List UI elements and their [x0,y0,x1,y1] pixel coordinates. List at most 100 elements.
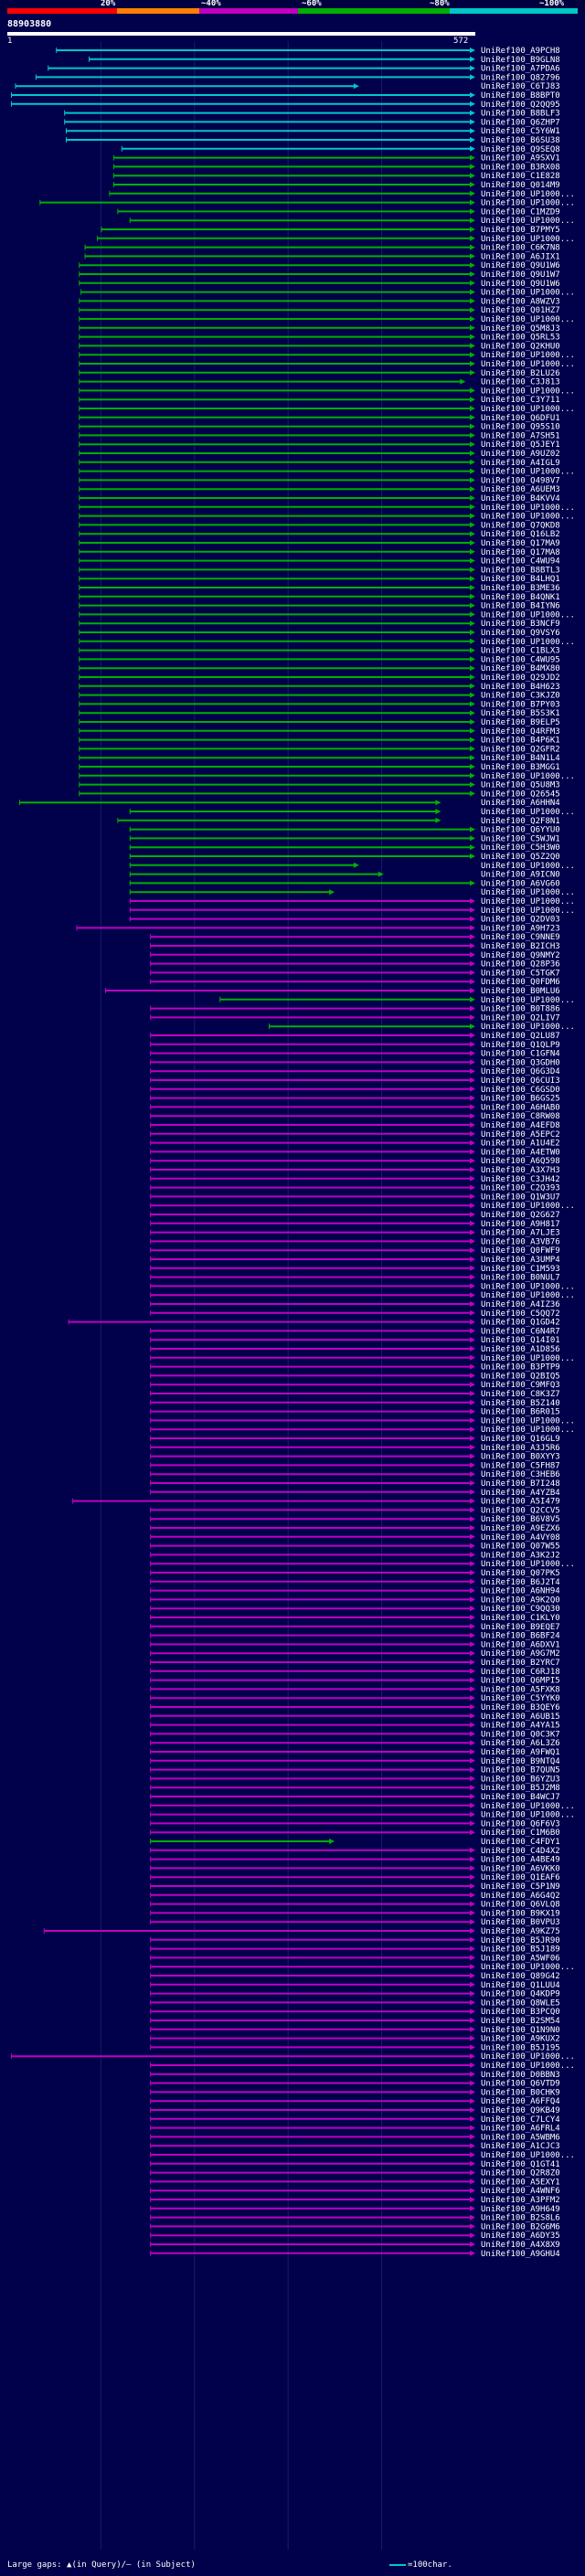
hit-label[interactable]: UniRef100_C3JH42 [481,1175,560,1184]
hit-label[interactable]: UniRef100_B4QNK1 [481,593,560,602]
hit-label[interactable]: UniRef100_A4BE49 [481,1856,560,1865]
hit-label[interactable]: UniRef100_A9H723 [481,924,560,933]
hit-row[interactable]: UniRef100_Q9U1W6 [79,280,560,289]
hit-row[interactable]: UniRef100_B4N1L4 [79,754,560,763]
hit-row[interactable]: UniRef100_B4QNK1 [79,593,560,602]
hit-row[interactable]: UniRef100_UP1000... [150,1963,575,1972]
hit-label[interactable]: UniRef100_B9EQE7 [481,1623,560,1632]
hit-row[interactable]: UniRef100_B5S3K1 [79,709,560,718]
hit-row[interactable]: UniRef100_Q2BIQ5 [150,1372,560,1381]
hit-row[interactable]: UniRef100_B0T886 [150,1005,560,1014]
hit-label[interactable]: UniRef100_A9H649 [481,2205,560,2214]
hit-label[interactable]: UniRef100_UP1000... [481,862,575,871]
hit-row[interactable]: UniRef100_C5YYK0 [150,1694,560,1703]
hit-label[interactable]: UniRef100_Q1EAF6 [481,1873,560,1882]
hit-row[interactable]: UniRef100_UP1000... [129,862,575,871]
hit-label[interactable]: UniRef100_B2G6M6 [481,2222,560,2231]
hit-label[interactable]: UniRef100_A4X8X9 [481,2241,560,2250]
hit-label[interactable]: UniRef100_UP1000... [481,405,575,414]
hit-label[interactable]: UniRef100_C1KLY0 [481,1614,560,1623]
hit-row[interactable]: UniRef100_A7LJE3 [150,1229,560,1238]
hit-row[interactable]: UniRef100_B6R015 [150,1408,560,1417]
hit-label[interactable]: UniRef100_A6L3Z6 [481,1739,560,1748]
hit-label[interactable]: UniRef100_Q7QKD8 [481,521,560,530]
hit-label[interactable]: UniRef100_B7PY03 [481,700,560,709]
hit-row[interactable]: UniRef100_C6GSD0 [150,1086,560,1095]
hit-row[interactable]: UniRef100_A4IZ36 [150,1300,560,1309]
hit-label[interactable]: UniRef100_Q6CUI3 [481,1076,560,1086]
hit-row[interactable]: UniRef100_C5QQ72 [150,1309,560,1319]
hit-label[interactable]: UniRef100_A4YA15 [481,1722,560,1731]
hit-label[interactable]: UniRef100_UP1000... [481,1416,575,1426]
hit-row[interactable]: UniRef100_A6FFQ4 [150,2097,560,2106]
hit-label[interactable]: UniRef100_B0NUL7 [481,1274,560,1283]
hit-label[interactable]: UniRef100_B0MLU6 [481,987,560,996]
hit-label[interactable]: UniRef100_Q16GL9 [481,1435,560,1444]
hit-row[interactable]: UniRef100_Q16GL9 [150,1435,560,1444]
hit-label[interactable]: UniRef100_B7I248 [481,1479,560,1489]
hit-label[interactable]: UniRef100_A3PFM2 [481,2196,560,2205]
hit-row[interactable]: UniRef100_Q5Z2Q0 [129,853,560,862]
hit-label[interactable]: UniRef100_B4IYN6 [481,602,560,611]
hit-row[interactable]: UniRef100_C3J813 [79,378,560,387]
hit-row[interactable]: UniRef100_Q89G42 [150,1972,560,1981]
hit-row[interactable]: UniRef100_B4WCJ7 [150,1793,560,1802]
hit-label[interactable]: UniRef100_Q29JD2 [481,673,560,683]
hit-label[interactable]: UniRef100_C7LCY4 [481,2115,560,2125]
hit-row[interactable]: UniRef100_A4X8X9 [150,2241,560,2250]
hit-row[interactable]: UniRef100_A9SXV1 [112,154,560,164]
hit-row[interactable]: UniRef100_Q2G627 [150,1211,560,1220]
hit-label[interactable]: UniRef100_Q8WLE5 [481,1998,560,2008]
hit-row[interactable]: UniRef100_Q6VLQ8 [150,1901,560,1910]
hit-row[interactable]: UniRef100_C4WU95 [79,655,560,664]
hit-label[interactable]: UniRef100_A6HHN4 [481,799,560,808]
hit-label[interactable]: UniRef100_UP1000... [481,289,575,298]
hit-row[interactable]: UniRef100_B3PTP9 [150,1363,560,1373]
hit-label[interactable]: UniRef100_A3X7H3 [481,1166,560,1175]
hit-label[interactable]: UniRef100_UP1000... [481,235,575,244]
hit-row[interactable]: UniRef100_A6JIX1 [84,252,560,261]
hit-label[interactable]: UniRef100_A9FWQ1 [481,1748,560,1757]
hit-label[interactable]: UniRef100_A1CJC3 [481,2142,560,2151]
hit-row[interactable]: UniRef100_A9PCH8 [56,47,560,56]
hit-row[interactable]: UniRef100_B2G6M6 [150,2222,560,2231]
hit-label[interactable]: UniRef100_Q17MA8 [481,548,560,557]
hit-label[interactable]: UniRef100_Q5JEY1 [481,440,560,450]
hit-label[interactable]: UniRef100_Q9U1W6 [481,280,560,289]
hit-row[interactable]: UniRef100_Q17MA9 [79,539,560,548]
hit-row[interactable]: UniRef100_Q2GFR2 [79,745,560,754]
hit-label[interactable]: UniRef100_B9NTQ4 [481,1757,560,1766]
hit-label[interactable]: UniRef100_UP1000... [481,1802,575,1811]
hit-row[interactable]: UniRef100_B0VPU3 [150,1918,560,1927]
hit-row[interactable]: UniRef100_B6GS25 [150,1095,560,1104]
hit-row[interactable]: UniRef100_UP1000... [80,289,575,298]
hit-row[interactable]: UniRef100_B2S8L6 [150,2214,560,2223]
hit-row[interactable]: UniRef100_A4EFD8 [150,1121,560,1130]
hit-label[interactable]: UniRef100_B4N1L4 [481,754,560,763]
hit-label[interactable]: UniRef100_Q5U8M3 [481,781,560,790]
hit-row[interactable]: UniRef100_Q6F6V3 [150,1819,560,1829]
hit-row[interactable]: UniRef100_UP1000... [150,1802,575,1811]
hit-row[interactable]: UniRef100_B2SM54 [150,2017,560,2026]
hit-label[interactable]: UniRef100_A9G7M2 [481,1649,560,1659]
hit-label[interactable]: UniRef100_B6BF24 [481,1632,560,1641]
hit-row[interactable]: UniRef100_UP1000... [150,1426,575,1435]
hit-label[interactable]: UniRef100_Q1W3U7 [481,1193,560,1202]
hit-label[interactable]: UniRef100_A6G4Q2 [481,1892,560,1901]
hit-row[interactable]: UniRef100_A9H817 [150,1220,560,1229]
hit-label[interactable]: UniRef100_A6VG60 [481,879,560,888]
hit-label[interactable]: UniRef100_Q3GDH0 [481,1058,560,1067]
hit-row[interactable]: UniRef100_Q9KB49 [150,2106,560,2115]
hit-label[interactable]: UniRef100_C1E828 [481,172,560,181]
hit-label[interactable]: UniRef100_B2SM54 [481,2017,560,2026]
hit-label[interactable]: UniRef100_A9UZ02 [481,450,560,459]
hit-label[interactable]: UniRef100_C5P1N9 [481,1882,560,1892]
hit-row[interactable]: UniRef100_A6L3Z6 [150,1739,560,1748]
hit-label[interactable]: UniRef100_Q9KB49 [481,2106,560,2115]
hit-row[interactable]: UniRef100_A3X7H3 [150,1166,560,1175]
hit-label[interactable]: UniRef100_C4D4X2 [481,1847,560,1856]
hit-row[interactable]: UniRef100_Q0C3K7 [150,1730,560,1739]
hit-label[interactable]: UniRef100_UP1000... [481,387,575,396]
hit-row[interactable]: UniRef100_B8BTL3 [79,566,560,575]
hit-row[interactable]: UniRef100_D0BBN3 [150,2071,560,2080]
